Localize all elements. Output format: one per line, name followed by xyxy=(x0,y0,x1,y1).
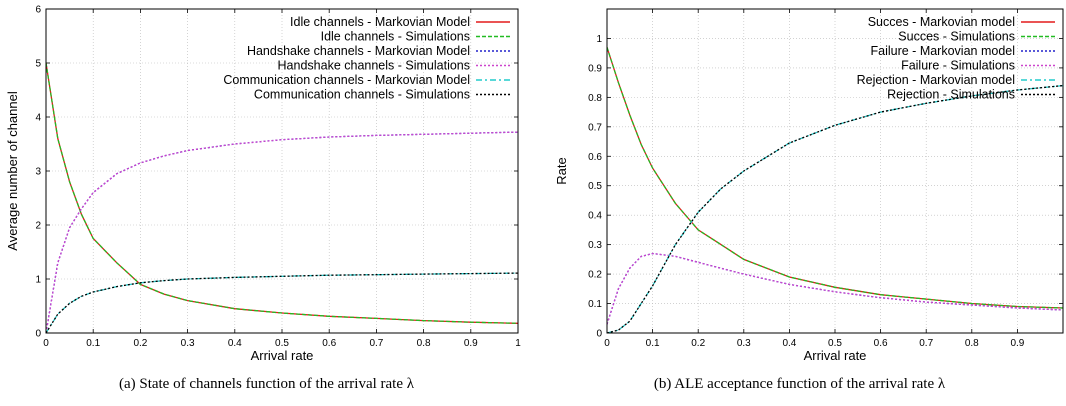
x-tick-label: 1 xyxy=(515,338,521,349)
y-tick-label: 1 xyxy=(35,275,41,286)
x-tick-label: 0.1 xyxy=(646,338,660,349)
y-tick-label: 0 xyxy=(596,329,602,340)
x-tick-label: 0.2 xyxy=(133,338,147,349)
y-tick-label: 0 xyxy=(35,329,41,340)
chart-a-panel: 0 1 2 3 4 5 6 0 0.1 0.2 0.3 0.4 0.5 0.6 0.7 0.8 0.9 1 Idle… xyxy=(5,5,521,393)
x-tick-label: 0.2 xyxy=(691,338,705,349)
y-tick-label: 0.4 xyxy=(588,211,602,222)
legend-label: Rejection - Simulations xyxy=(887,88,1015,102)
plot-frame xyxy=(606,8,1064,334)
x-tick-label: 0.6 xyxy=(874,338,888,349)
x-tick-label: 0.3 xyxy=(737,338,751,349)
legend-label: Communication channels - Markovian Model xyxy=(223,73,470,87)
y-axis-label: Rate xyxy=(554,157,569,184)
y-tick-label: 6 xyxy=(35,5,41,16)
legend-label: Handshake channels - Markovian Model xyxy=(247,44,470,58)
chart-b-caption: (b) ALE acceptance function of the arriv… xyxy=(653,376,946,392)
legend-label: Communication channels - Simulations xyxy=(254,88,470,102)
y-tick-label: 0.2 xyxy=(588,270,602,281)
y-tick-label: 0.5 xyxy=(588,181,602,192)
series-line-5 xyxy=(607,84,1063,333)
x-tick-label: 0.1 xyxy=(86,338,100,349)
series-line-2 xyxy=(607,47,1063,309)
legend-label: Idle channels - Simulations xyxy=(321,30,470,44)
chart-a-caption: (a) State of channels function of the ar… xyxy=(118,376,415,392)
x-tick-label: 0.4 xyxy=(228,338,242,349)
y-tick-label: 0.1 xyxy=(588,299,602,310)
y-tick-label: 0.9 xyxy=(588,63,602,74)
legend-label: Rejection - Markovian model xyxy=(857,73,1015,87)
legend-label: Succes - Markovian model xyxy=(868,15,1015,29)
series-line-2 xyxy=(46,62,518,324)
legend-label: Succes - Simulations xyxy=(898,30,1015,44)
y-tick-label: 0.8 xyxy=(588,93,602,104)
x-tick-label: 0.8 xyxy=(417,338,431,349)
x-tick-label: 0.9 xyxy=(464,338,478,349)
legend-label: Idle channels - Markovian Model xyxy=(290,15,470,29)
y-axis-label: Average number of channel xyxy=(5,91,20,251)
series-line-4 xyxy=(46,131,518,333)
series-line-4 xyxy=(607,252,1063,325)
x-tick-label: 0.5 xyxy=(275,338,289,349)
x-axis-label: Arrival rate xyxy=(804,348,867,363)
y-tick-label: 1 xyxy=(596,34,602,45)
y-tick-label: 4 xyxy=(35,113,41,124)
y-tick-label: 0.7 xyxy=(588,122,602,133)
y-tick-label: 3 xyxy=(35,167,41,178)
chart-b-panel: 0 0.1 0.2 0.3 0.4 0.5 0.6 0.7 0.8 0.9 1 0 0.1 0.2 0.3 0… xyxy=(533,0,1066,406)
x-tick-label: 0 xyxy=(43,338,49,349)
plot-frame xyxy=(45,8,519,334)
x-tick-label: 0.7 xyxy=(369,338,383,349)
x-tick-label: 0.7 xyxy=(919,338,933,349)
series-line-6 xyxy=(607,84,1063,333)
x-tick-label: 0.8 xyxy=(965,338,979,349)
chart-b: 0 0.1 0.2 0.3 0.4 0.5 0.6 0.7 0.8 0.9 1 0 0.1 0.2 0.3 0… xyxy=(554,8,1064,363)
y-tick-label: 2 xyxy=(35,221,41,232)
x-tick-label: 0.4 xyxy=(782,338,796,349)
legend-label: Failure - Markovian model xyxy=(871,44,1016,58)
legend-label: Failure - Simulations xyxy=(901,59,1015,73)
series-line-6 xyxy=(46,272,518,333)
x-tick-label: 0.9 xyxy=(1010,338,1024,349)
y-tick-label: 0.3 xyxy=(588,240,602,251)
y-tick-label: 5 xyxy=(35,59,41,70)
x-axis-label: Arrival rate xyxy=(251,348,314,363)
x-tick-label: 0.6 xyxy=(322,338,336,349)
legend-label: Handshake channels - Simulations xyxy=(278,59,470,73)
chart-a: 0 1 2 3 4 5 6 0 0.1 0.2 0.3 0.4 0.5 0.6 0.7 0.8 0.9 1 Idle… xyxy=(5,5,521,364)
x-tick-label: 0.5 xyxy=(828,338,842,349)
y-tick-label: 0.6 xyxy=(588,152,602,163)
x-tick-label: 0 xyxy=(604,338,610,349)
x-tick-label: 0.3 xyxy=(181,338,195,349)
